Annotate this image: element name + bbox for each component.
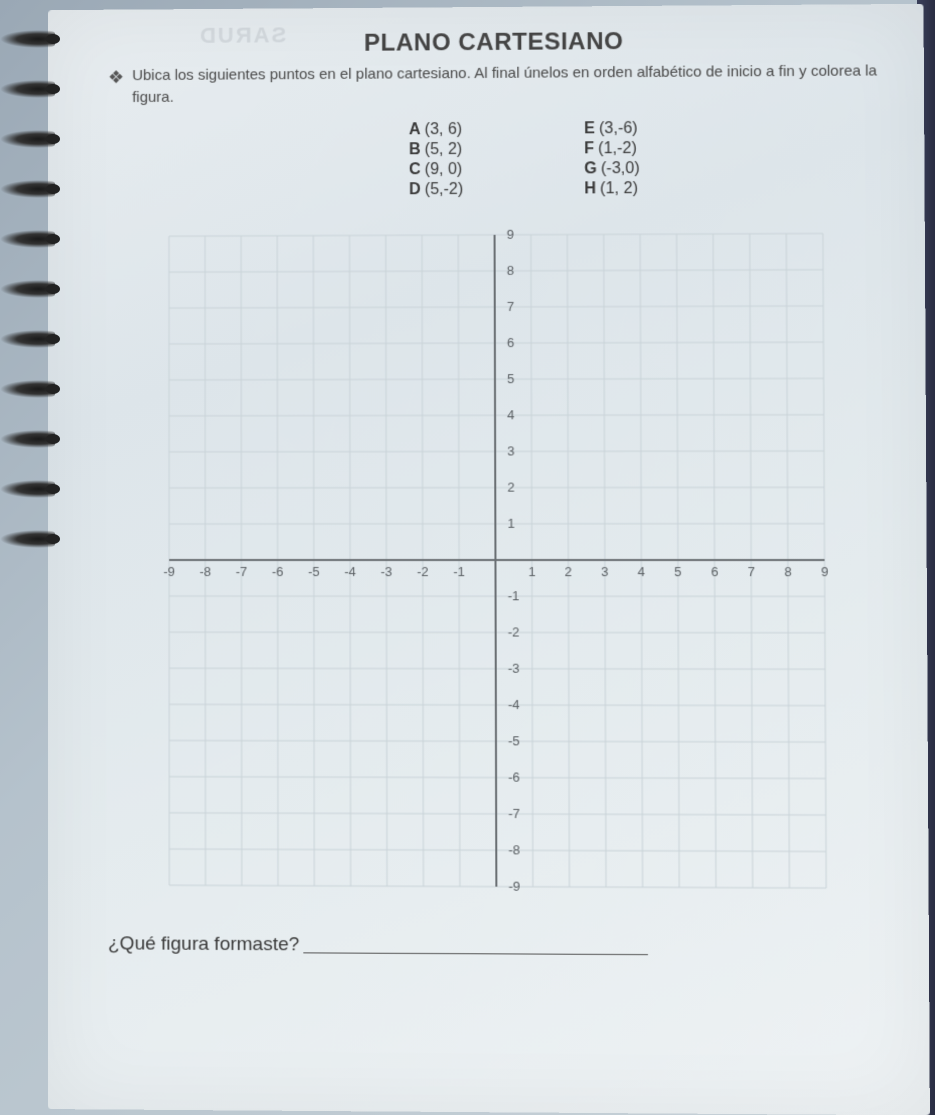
point-coord: (1,-2) (598, 140, 637, 157)
axis-tick-label: 7 (506, 298, 513, 313)
axis-tick-label: -4 (507, 696, 519, 711)
axis-tick-label: -7 (235, 563, 247, 578)
spiral-ring (0, 130, 55, 148)
axis-tick-label: 5 (674, 564, 681, 579)
axis-tick-label: -1 (507, 588, 519, 603)
page-title: PLANO CARTESIANO (108, 26, 883, 59)
point-coord: (1, 2) (600, 180, 638, 197)
point-coord: (5, 2) (425, 140, 463, 157)
axis-tick-label: -1 (453, 564, 465, 579)
axis-tick-label: 6 (506, 334, 513, 349)
worksheet-page: SARUD PLANO CARTESIANO ❖ Ubica los sigui… (48, 4, 930, 1115)
points-column-left: A(3, 6)B(5, 2)C(9, 0)D(5,-2) (409, 121, 463, 199)
axis-tick-label: -2 (416, 564, 428, 579)
spiral-ring (0, 380, 55, 398)
axis-tick-label: 2 (507, 479, 514, 494)
spiral-ring (0, 280, 55, 298)
axis-tick-label: 9 (820, 564, 827, 579)
axis-tick-label: 7 (747, 564, 754, 579)
cartesian-plane: -9 -8 -7 -6 -5 -4 -3 -2 -1 1 2 3 4 5 6 7 8 9 -9 -8 -7 -6 -5 -4 -… (113, 207, 884, 915)
axis-tick-label: -2 (507, 624, 519, 639)
axis-tick-label: 9 (506, 226, 513, 241)
axis-tick-label: -4 (344, 563, 356, 578)
spiral-binding (0, 0, 55, 1115)
spiral-ring (0, 480, 55, 498)
spiral-ring (0, 230, 55, 248)
points-column-right: E(3,-6)F(1,-2)G(-3,0)H(1, 2) (584, 120, 640, 198)
point-entry: F(1,-2) (584, 140, 639, 158)
point-entry: E(3,-6) (584, 120, 639, 138)
point-label: A (409, 121, 421, 138)
point-coord: (-3,0) (601, 160, 640, 177)
axis-tick-label: 8 (784, 564, 791, 579)
point-label: C (409, 161, 421, 178)
spiral-ring (0, 530, 55, 548)
axis-tick-label: 6 (710, 564, 717, 579)
spiral-ring (0, 80, 55, 98)
point-coord: (3, 6) (425, 121, 463, 138)
point-label: E (584, 120, 595, 137)
point-label: D (409, 181, 421, 198)
point-entry: B(5, 2) (409, 140, 463, 158)
bullet-icon: ❖ (108, 67, 124, 108)
point-entry: D(5,-2) (409, 180, 463, 198)
axis-tick-label: -9 (163, 563, 175, 578)
point-entry: C(9, 0) (409, 160, 463, 178)
spiral-ring (0, 330, 55, 348)
point-coord: (9, 0) (425, 160, 463, 177)
axis-tick-label: -6 (508, 769, 520, 784)
point-coord: (5,-2) (425, 180, 464, 197)
axis-tick-label: -6 (271, 563, 283, 578)
axis-tick-label: -5 (508, 733, 520, 748)
point-label: F (584, 140, 594, 157)
point-entry: H(1, 2) (584, 180, 639, 198)
question-text: ¿Qué figura formaste? (108, 933, 299, 956)
axis-tick-label: -7 (508, 805, 520, 820)
points-list: A(3, 6)B(5, 2)C(9, 0)D(5,-2) E(3,-6)F(1,… (108, 118, 884, 200)
spiral-ring (0, 430, 55, 448)
spiral-ring (0, 180, 55, 198)
axis-tick-label: -8 (508, 842, 520, 857)
axis-tick-label: 1 (507, 515, 514, 530)
axis-tick-label: 4 (507, 407, 514, 422)
question-row: ¿Qué figura formaste? (108, 933, 888, 959)
axis-tick-label: -9 (508, 878, 520, 893)
axis-tick-label: 5 (507, 371, 514, 386)
point-label: B (409, 141, 421, 158)
axis-tick-label: -3 (380, 564, 392, 579)
instruction-block: ❖ Ubica los siguientes puntos en el plan… (108, 60, 883, 108)
spiral-ring (0, 30, 55, 48)
axis-tick-label: 8 (506, 262, 513, 277)
axis-tick-label: 4 (637, 564, 644, 579)
axis-tick-label: -3 (507, 660, 519, 675)
axis-tick-label: -5 (308, 563, 320, 578)
point-entry: A(3, 6) (409, 121, 463, 139)
axis-tick-label: 1 (528, 564, 535, 579)
point-label: H (584, 180, 596, 197)
axis-tick-label: -8 (199, 563, 211, 578)
axis-tick-label: 3 (507, 443, 514, 458)
point-entry: G(-3,0) (584, 160, 639, 178)
instructions-text: Ubica los siguientes puntos en el plano … (132, 60, 883, 108)
point-coord: (3,-6) (599, 120, 638, 137)
point-label: G (584, 160, 597, 177)
axis-tick-label: 3 (601, 564, 608, 579)
answer-blank[interactable] (303, 952, 648, 955)
axis-tick-label: 2 (564, 564, 571, 579)
cartesian-plane-wrap: -9 -8 -7 -6 -5 -4 -3 -2 -1 1 2 3 4 5 6 7 8 9 -9 -8 -7 -6 -5 -4 -… (108, 207, 888, 915)
